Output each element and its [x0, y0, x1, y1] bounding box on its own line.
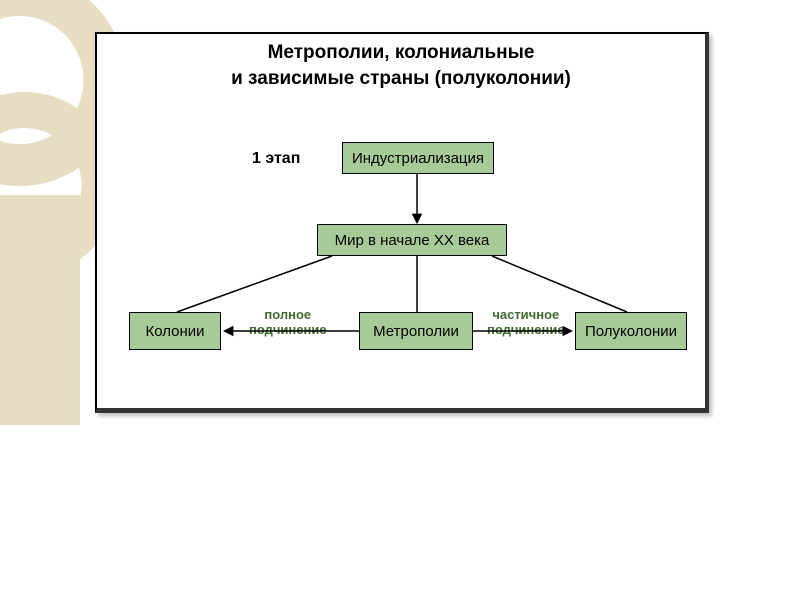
node-industrialization: Индустриализация: [342, 142, 494, 174]
edge-label-partial-submission: частичное подчинение: [487, 308, 565, 338]
node-world-early-20c: Мир в начале XX века: [317, 224, 507, 256]
node-colonies: Колонии: [129, 312, 221, 350]
title-line-1: Метрополии, колониальные: [268, 42, 535, 63]
diagram-title: Метрополии, колониальные и зависимые стр…: [97, 40, 705, 91]
edge-label-left-line2: подчинение: [249, 322, 327, 337]
edge-label-right-line2: подчинение: [487, 322, 565, 337]
edge-label-full-submission: полное подчинение: [249, 308, 327, 338]
title-line-2: и зависимые страны (полуколонии): [231, 68, 571, 89]
edge-label-right-line1: частичное: [492, 307, 559, 322]
edge-label-left-line1: полное: [264, 307, 311, 322]
node-semicolonies: Полуколонии: [575, 312, 687, 350]
stage-label: 1 этап: [252, 150, 300, 168]
node-metropoly: Метрополии: [359, 312, 473, 350]
diagram-panel: Метрополии, колониальные и зависимые стр…: [95, 32, 709, 413]
